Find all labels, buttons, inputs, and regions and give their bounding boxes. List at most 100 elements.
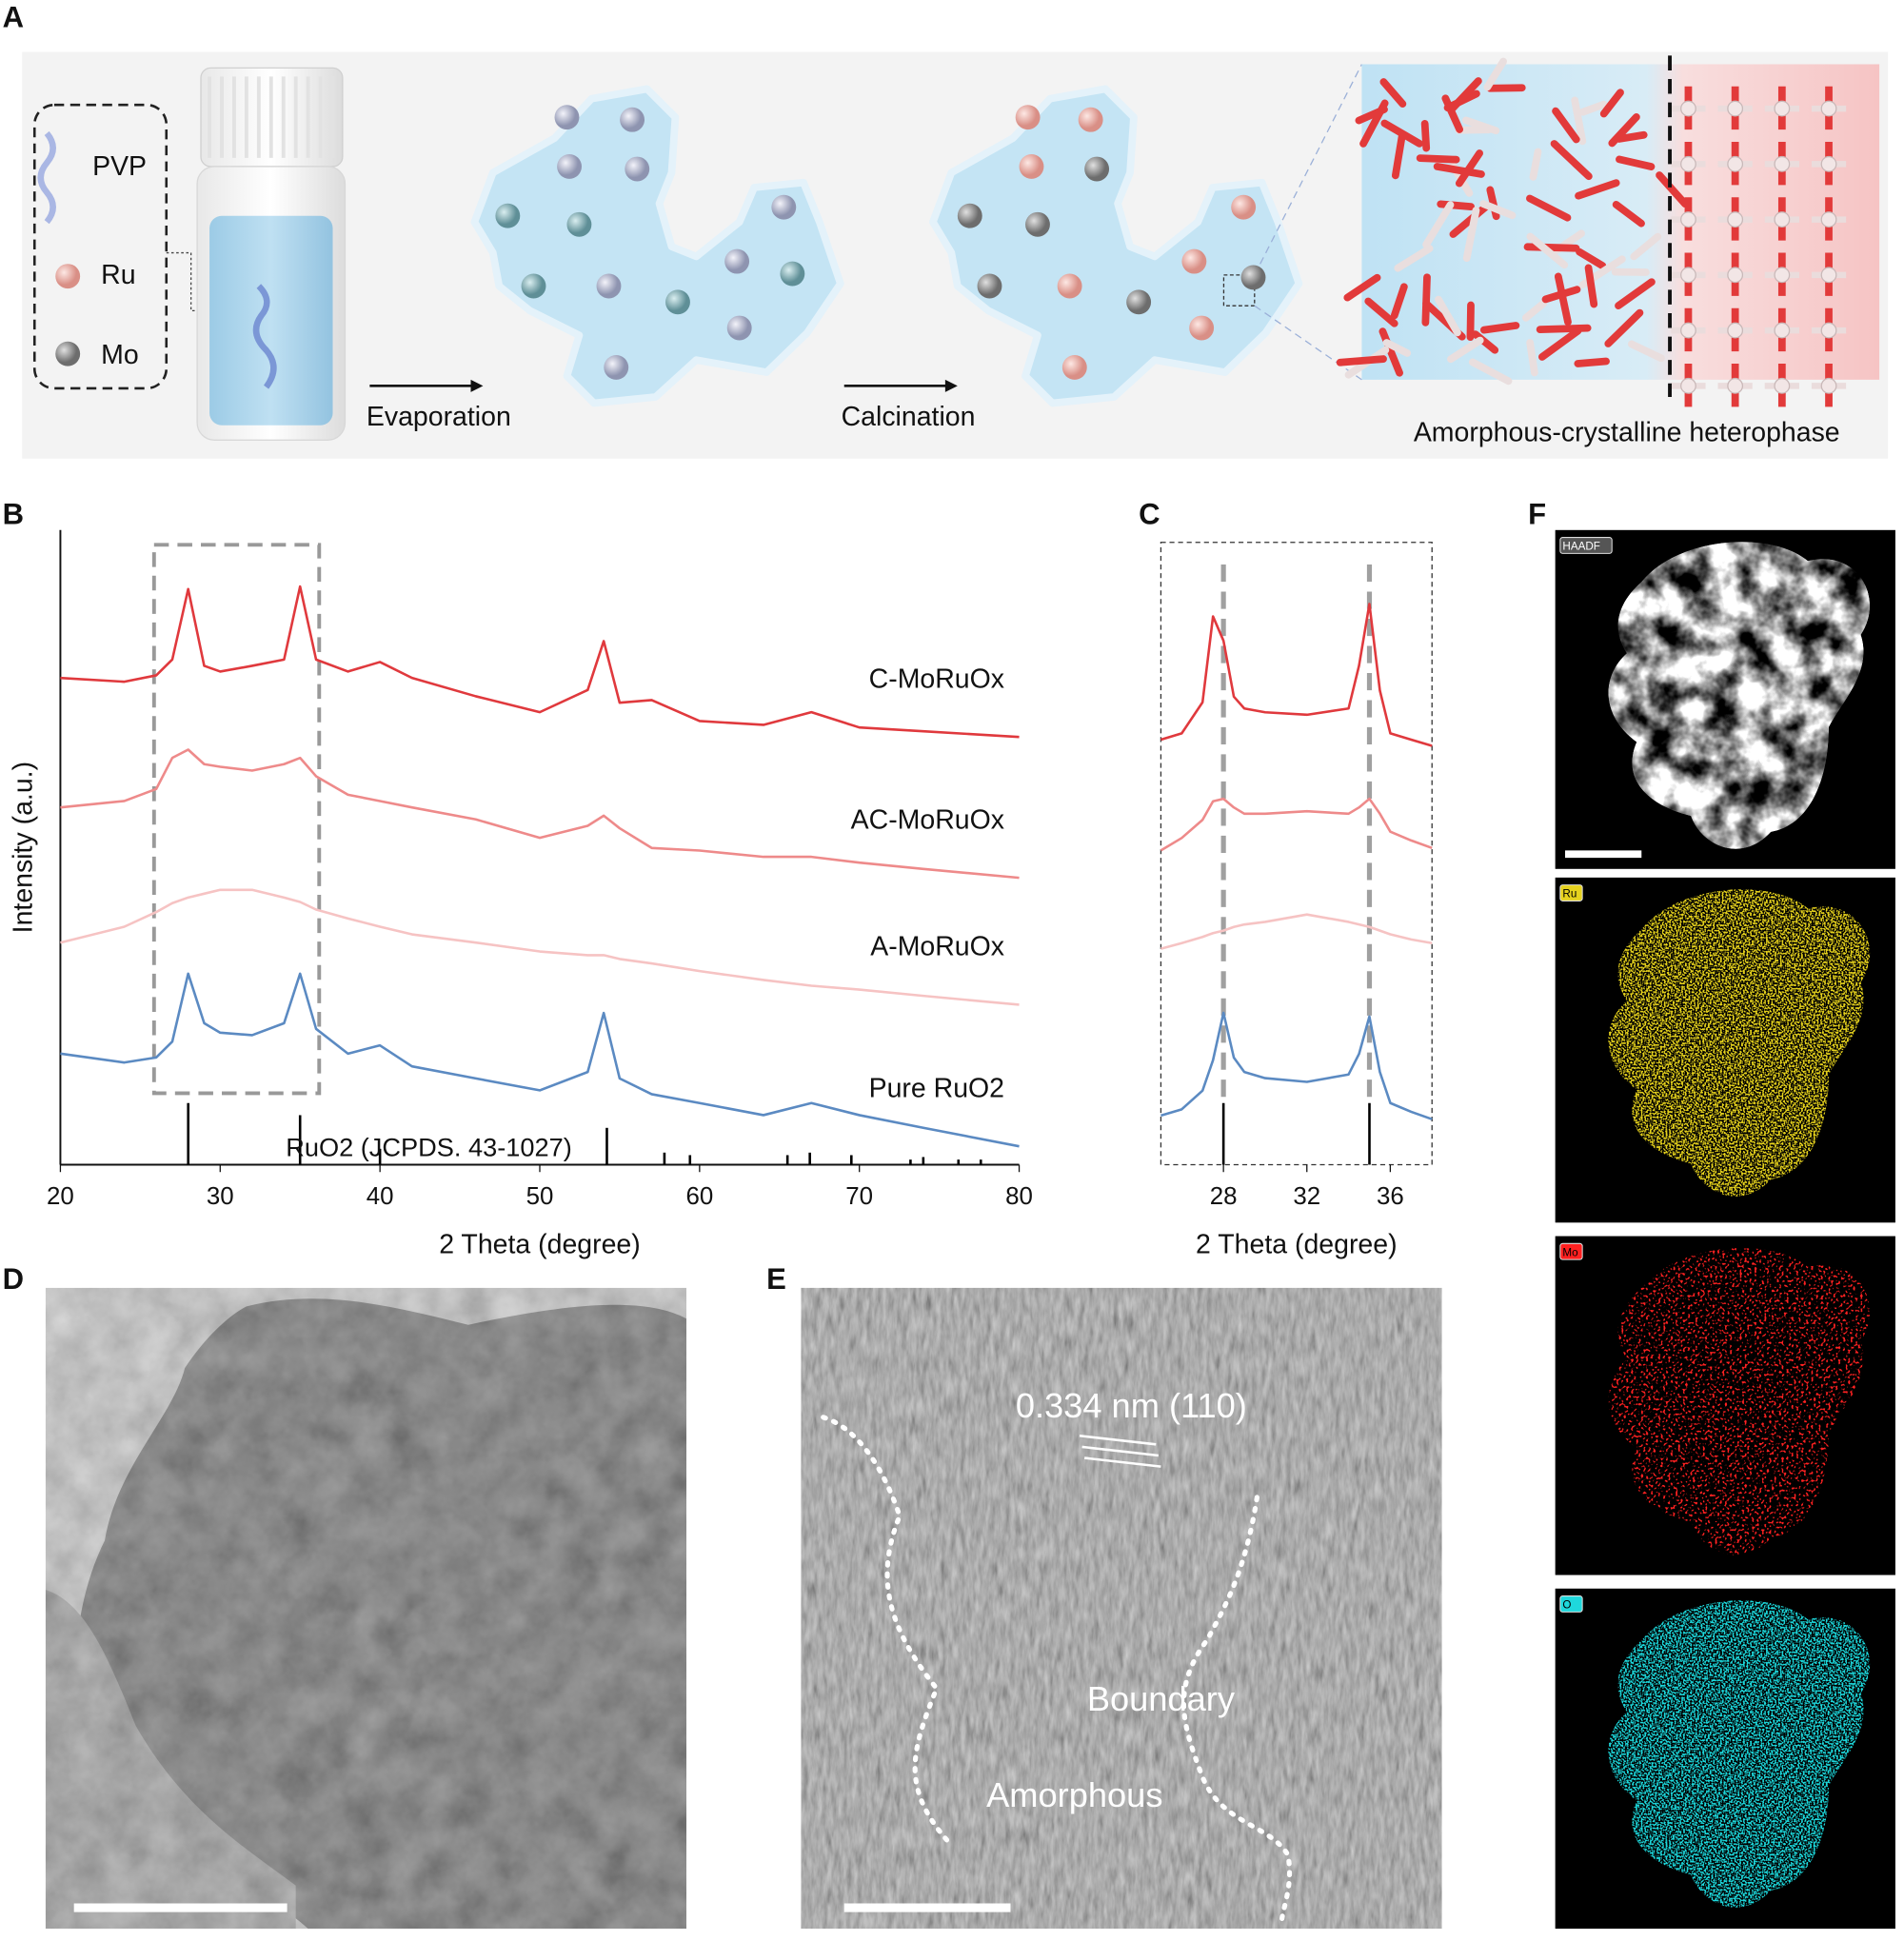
panel-label: B	[3, 497, 24, 530]
panel-label: D	[3, 1262, 24, 1296]
texture	[801, 1288, 1441, 1929]
ru-icon	[55, 264, 80, 288]
atom	[1728, 267, 1743, 283]
x-axis-label: 2 Theta (degree)	[1196, 1230, 1398, 1260]
xrd-curve	[60, 974, 1019, 1146]
plot-frame	[1160, 543, 1432, 1165]
panel-label: F	[1528, 497, 1546, 530]
atom	[1821, 157, 1836, 172]
xrd-curve	[60, 586, 1019, 737]
particle-sphere	[495, 204, 520, 228]
bond	[1420, 158, 1457, 160]
atom	[1775, 101, 1790, 116]
series-label: A-MoRuOx	[870, 932, 1004, 962]
atom	[1681, 323, 1696, 338]
y-axis-label: Intensity (a.u.)	[9, 762, 39, 933]
particle-sphere	[727, 316, 752, 341]
x-axis-label: 2 Theta (degree)	[439, 1230, 641, 1260]
caption: Amorphous-crystalline heterophase	[1414, 418, 1840, 448]
x-tick-label: 80	[1005, 1183, 1033, 1210]
atom	[1681, 267, 1696, 283]
panel-label: A	[3, 1, 24, 34]
particle-sphere	[1241, 265, 1266, 289]
particle-sphere	[780, 262, 804, 287]
atom	[1821, 323, 1836, 338]
xrd-curve	[1160, 799, 1432, 850]
bond	[1530, 343, 1535, 373]
atom	[1775, 379, 1790, 394]
particle-sphere	[522, 274, 546, 299]
map-label: HAADF	[1562, 541, 1599, 553]
particle-sphere	[566, 212, 591, 237]
atom	[1821, 379, 1836, 394]
atom	[1681, 101, 1696, 116]
atom	[1775, 323, 1790, 338]
series-label: C-MoRuOx	[869, 664, 1004, 694]
particle-sphere	[1189, 316, 1214, 341]
particle-sphere	[1126, 289, 1151, 314]
bond	[1533, 151, 1537, 176]
bond	[1577, 362, 1606, 364]
hrtem-image: 0.334 nm (110) Boundary Amorphous	[801, 1288, 1441, 1929]
particle-sphere	[1058, 274, 1082, 299]
atom	[1775, 212, 1790, 228]
atom	[1728, 379, 1743, 394]
particle-sphere	[604, 355, 628, 380]
atom	[1681, 379, 1696, 394]
legend-label: Ru	[101, 260, 135, 290]
particle-sphere	[620, 108, 645, 132]
atom	[1821, 212, 1836, 228]
tem-image	[46, 1288, 686, 1929]
x-tick-label: 36	[1377, 1183, 1404, 1210]
particle-sphere	[771, 195, 796, 220]
particle-sphere	[1181, 249, 1206, 274]
particle-sphere	[1079, 108, 1103, 132]
step-label: Evaporation	[367, 402, 511, 432]
x-tick-label: 32	[1293, 1183, 1320, 1210]
atom	[1821, 267, 1836, 283]
bond	[1440, 204, 1471, 207]
atom	[1681, 157, 1696, 172]
particle-sphere	[625, 157, 649, 182]
scheme: PVP Ru Mo Evaporation Calcination Amorph…	[22, 52, 1888, 459]
map-label: Ru	[1562, 888, 1577, 901]
xrd-curve	[1160, 1013, 1432, 1119]
annotation: Boundary	[1087, 1679, 1236, 1718]
xrd-curve	[1160, 604, 1432, 745]
legend-label: PVP	[92, 151, 147, 182]
step-label: Calcination	[842, 402, 976, 432]
panel-label: E	[766, 1262, 786, 1296]
particle-sphere	[1231, 195, 1256, 220]
atom	[1728, 157, 1743, 172]
map-label: Mo	[1562, 1246, 1577, 1258]
series-label: Pure RuO2	[869, 1073, 1004, 1103]
particle-sphere	[1062, 355, 1087, 380]
particle-sphere	[557, 154, 582, 179]
particle-sphere	[958, 204, 982, 228]
particle-sphere	[555, 105, 580, 129]
particle-sphere	[1016, 105, 1041, 129]
mo-icon	[55, 342, 80, 366]
bond	[1619, 135, 1644, 139]
texture	[46, 1288, 686, 1929]
bond	[1425, 277, 1427, 323]
annotation: Amorphous	[986, 1775, 1162, 1814]
atom	[1728, 101, 1743, 116]
x-tick-label: 30	[207, 1183, 234, 1210]
x-tick-label: 70	[845, 1183, 873, 1210]
particle-sphere	[978, 274, 1002, 299]
atom	[1775, 157, 1790, 172]
reference-label: RuO2 (JCPDS. 43-1027)	[286, 1132, 572, 1161]
particle-sphere	[1020, 154, 1044, 179]
particle-sphere	[665, 289, 690, 314]
legend-label: Mo	[101, 340, 139, 370]
bond	[1340, 359, 1383, 363]
bond	[1484, 326, 1517, 330]
x-tick-label: 20	[47, 1183, 74, 1210]
particle-sphere	[597, 274, 622, 299]
atom	[1728, 323, 1743, 338]
vial-liquid	[209, 216, 332, 426]
